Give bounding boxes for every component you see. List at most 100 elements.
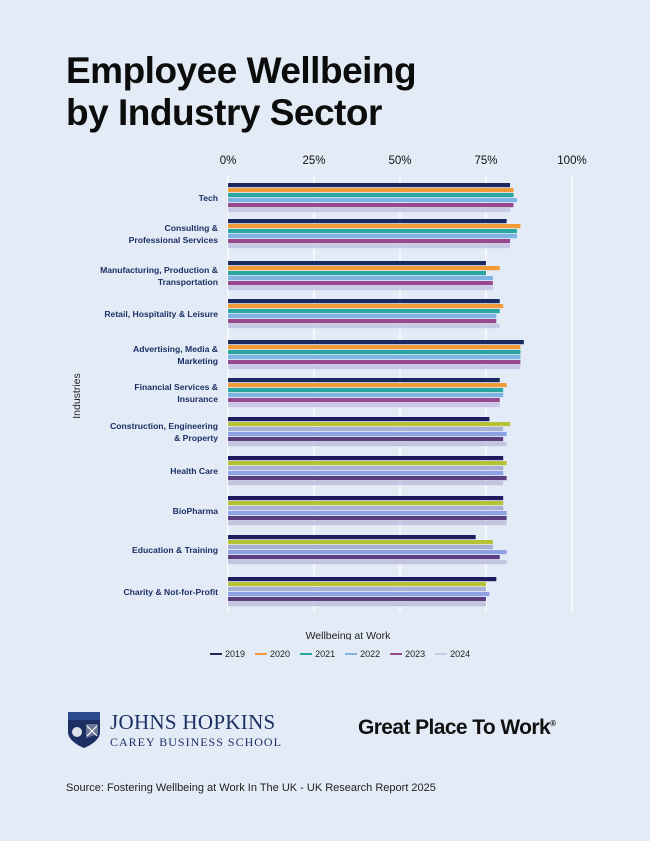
bar-2021 — [228, 545, 493, 550]
bar-2022 — [228, 314, 497, 319]
legend-swatch — [210, 653, 222, 655]
bar-2019 — [228, 417, 490, 422]
bar-2022 — [228, 592, 490, 597]
registered-mark: ® — [550, 719, 556, 728]
bar-2021 — [228, 229, 517, 234]
bar-2024 — [228, 208, 511, 213]
bar-2021 — [228, 466, 504, 471]
legend-label: 2021 — [315, 649, 336, 659]
category-label: Charity & Not-for-Profit — [123, 587, 218, 597]
bar-2022 — [228, 432, 507, 437]
bar-2019 — [228, 456, 504, 461]
legend-swatch — [390, 653, 403, 655]
bar-2020 — [228, 266, 500, 271]
legend-label: 2023 — [405, 649, 426, 659]
x-tick-label: 100% — [557, 155, 586, 167]
legend-label: 2022 — [360, 649, 381, 659]
category-label: Health Care — [170, 466, 218, 476]
legend-item-2022: 2022 — [345, 649, 380, 659]
bar-2021 — [228, 350, 521, 355]
bar-2024 — [228, 324, 500, 329]
y-axis-title: Industries — [71, 373, 83, 419]
bar-2023 — [228, 203, 514, 208]
jh-school: CAREY BUSINESS SCHOOL — [110, 734, 282, 749]
legend-item-2020: 2020 — [255, 649, 290, 659]
bar-2021 — [228, 427, 504, 432]
x-tick-label: 0% — [220, 155, 237, 167]
bar-2020 — [228, 345, 521, 350]
legend-label: 2024 — [450, 649, 471, 659]
legend-item-2021: 2021 — [300, 649, 335, 659]
x-tick-label: 25% — [302, 155, 325, 167]
title-line-2: by Industry Sector — [66, 92, 382, 133]
bar-2024 — [228, 442, 507, 447]
bar-2023 — [228, 516, 507, 521]
bar-2020 — [228, 582, 486, 587]
bar-2024 — [228, 560, 507, 565]
bar-2022 — [228, 198, 517, 203]
category-label: BioPharma — [173, 506, 219, 516]
bar-2022 — [228, 511, 507, 516]
wellbeing-bar-chart: 0% 25% 50% 75% 100% Tech Consulting & Professio… — [71, 155, 587, 640]
bar-2021 — [228, 388, 504, 393]
bar-2024 — [228, 403, 500, 408]
legend-swatch — [255, 653, 268, 655]
bar-2020 — [228, 304, 504, 309]
johns-hopkins-logo: JOHNS HOPKINS CAREY BUSINESS SCHOOL — [66, 710, 282, 750]
bar-2024 — [228, 286, 493, 291]
bar-2023 — [228, 319, 497, 324]
bar-2019 — [228, 219, 507, 224]
bar-2019 — [228, 535, 476, 540]
bar-2020 — [228, 540, 493, 545]
legend-label: 2019 — [225, 649, 246, 659]
category-label: Tech — [199, 193, 218, 203]
bar-2023 — [228, 398, 500, 403]
bar-2020 — [228, 188, 514, 193]
bar-2019 — [228, 378, 500, 383]
legend-item-2023: 2023 — [390, 649, 425, 659]
bar-2019 — [228, 261, 486, 266]
bar-2020 — [228, 383, 507, 388]
great-place-to-work-logo: Great Place To Work® — [358, 716, 556, 740]
bar-2020 — [228, 422, 511, 427]
category-label: Construction, Engineering & Property — [110, 421, 218, 443]
bar-2020 — [228, 461, 507, 466]
bar-2021 — [228, 506, 504, 511]
x-axis-title: Wellbeing at Work — [306, 630, 392, 640]
bar-2022 — [228, 234, 517, 239]
bar-2019 — [228, 577, 497, 582]
bar-2023 — [228, 476, 507, 481]
bar-2022 — [228, 355, 521, 360]
bar-2024 — [228, 244, 511, 249]
category-label: Education & Training — [132, 545, 218, 555]
bar-2019 — [228, 340, 524, 345]
bar-2021 — [228, 193, 514, 198]
bar-2022 — [228, 550, 507, 555]
bar-2020 — [228, 224, 521, 229]
category-label: Financial Services & Insurance — [134, 382, 218, 404]
category-label: Advertising, Media & Marketing — [133, 344, 218, 366]
bar-2024 — [228, 481, 504, 486]
legend-swatch — [345, 653, 358, 655]
bar-2024 — [228, 602, 486, 607]
jh-name: JOHNS HOPKINS — [110, 709, 276, 734]
bar-2022 — [228, 471, 504, 476]
chart-legend: 2019 2020 2021 2022 2023 2024 — [210, 649, 470, 659]
legend-label: 2020 — [270, 649, 291, 659]
x-tick-label: 75% — [474, 155, 497, 167]
bar-2023 — [228, 360, 521, 365]
shield-icon — [68, 712, 100, 748]
bar-2024 — [228, 521, 507, 526]
bar-2023 — [228, 239, 511, 244]
bar-2019 — [228, 183, 511, 188]
title-line-1: Employee Wellbeing — [66, 50, 417, 91]
source-note: Source: Fostering Wellbeing at Work In T… — [66, 782, 436, 794]
category-label: Consulting & Professional Services — [129, 223, 219, 245]
bar-2023 — [228, 555, 500, 560]
bar-2020 — [228, 501, 504, 506]
bar-2021 — [228, 271, 486, 276]
bar-2023 — [228, 437, 504, 442]
bar-2019 — [228, 299, 500, 304]
bar-2023 — [228, 597, 486, 602]
legend-item-2024: 2024 — [435, 649, 470, 659]
